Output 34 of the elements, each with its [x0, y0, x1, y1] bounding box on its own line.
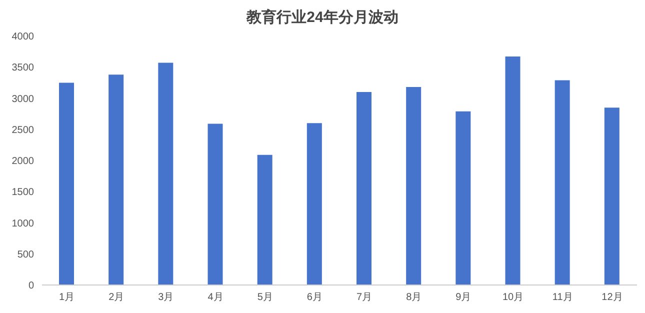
x-tick-label: 12月: [602, 292, 623, 304]
x-tick-label: 5月: [257, 292, 273, 304]
bar: [604, 108, 620, 285]
chart-title: 教育行业24年分月波动: [245, 8, 400, 28]
x-tick-label: 7月: [356, 292, 372, 304]
bar: [208, 124, 223, 285]
y-tick-label: 1000: [12, 218, 34, 230]
x-tick-label: 2月: [108, 292, 124, 304]
bar: [356, 92, 372, 285]
y-tick-label: 4000: [12, 32, 34, 43]
bar: [505, 56, 520, 285]
x-tick-label: 10月: [502, 292, 524, 304]
y-tick-label: 1500: [12, 187, 34, 198]
x-tick-label: 4月: [208, 292, 224, 304]
y-tick-label: 500: [17, 249, 34, 260]
bar: [257, 154, 272, 285]
y-tick-label: 3000: [12, 94, 34, 105]
bar: [59, 82, 74, 285]
bar: [456, 111, 471, 285]
x-tick-label: 3月: [158, 292, 174, 304]
bar: [406, 87, 422, 285]
y-tick-label: 2000: [12, 156, 34, 168]
x-tick-label: 6月: [306, 292, 322, 304]
x-tick-label: 11月: [552, 292, 573, 304]
bar: [108, 74, 124, 285]
y-tick-label: 3500: [12, 62, 34, 74]
x-tick-label: 1月: [59, 292, 75, 304]
bar: [158, 62, 174, 285]
bar: [306, 123, 322, 285]
x-tick-label: 8月: [406, 292, 422, 304]
x-tick-label: 9月: [456, 292, 472, 304]
bar: [554, 80, 570, 285]
y-tick-label: 2500: [12, 124, 34, 136]
y-tick-label: 0: [28, 280, 34, 292]
